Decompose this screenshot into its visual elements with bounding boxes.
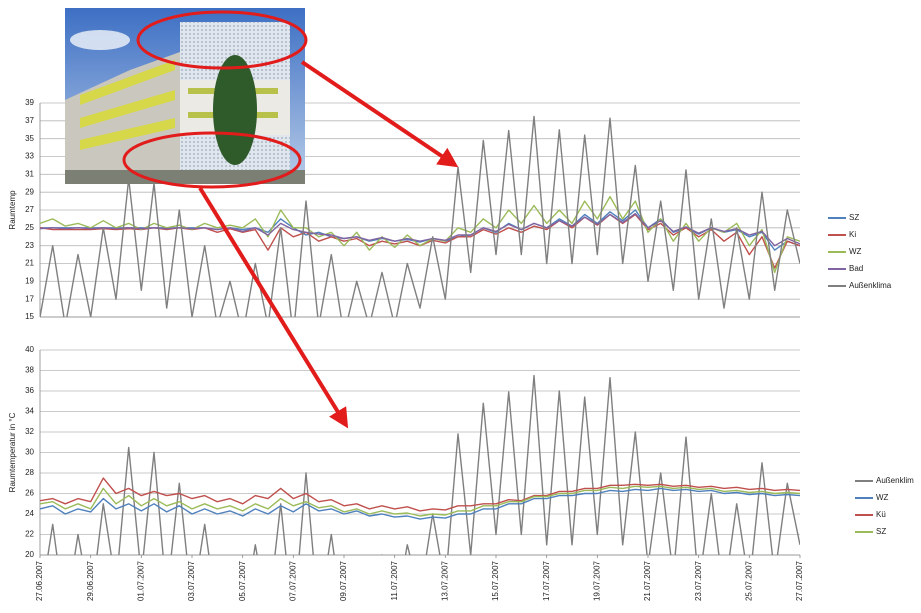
y-tick-label: 40: [25, 345, 34, 354]
y-tick-label: 17: [25, 294, 34, 303]
x-tick-label: 19.07.2007: [592, 560, 601, 601]
legend-label: SZ: [849, 213, 859, 222]
x-tick-label: 17.07.2007: [542, 560, 551, 601]
y-tick-label: 28: [25, 468, 34, 477]
x-tick-label: 07.07.2007: [288, 560, 297, 601]
x-tick-label: 01.07.2007: [136, 560, 145, 601]
y-tick-label: 35: [25, 134, 34, 143]
y-tick-label: 22: [25, 530, 34, 539]
x-tick-label: 27.07.2007: [795, 560, 804, 601]
legend-label: Außenklima: [849, 281, 892, 290]
y-tick-label: 36: [25, 386, 34, 395]
y-tick-label: 20: [25, 550, 34, 559]
y-tick-label: 30: [25, 448, 34, 457]
legend-label: Kü: [876, 510, 886, 519]
x-tick-label: 03.07.2007: [187, 560, 196, 601]
y-tick-label: 29: [25, 187, 34, 196]
series-line: [40, 488, 800, 519]
y-tick-label: 15: [25, 312, 34, 321]
y-tick-label: 33: [25, 152, 34, 161]
x-tick-label: 29.06.2007: [86, 560, 95, 601]
legend-label: WZ: [876, 493, 889, 502]
y-tick-label: 38: [25, 366, 34, 375]
x-tick-label: 27.06.2007: [35, 560, 44, 601]
y-tick-label: 39: [25, 98, 34, 107]
y-tick-label: 32: [25, 427, 34, 436]
y-axis-label: Raumtemp: [8, 190, 17, 230]
y-tick-label: 21: [25, 259, 34, 268]
legend-label: SZ: [876, 527, 886, 536]
x-tick-label: 05.07.2007: [238, 560, 247, 601]
page: {"chart_data": [ {"type": "line", "ylabe…: [0, 0, 921, 613]
figure: 15 17 19 21 23 25 27 29 31 33 35 37 39 Raumtemp SZ Ki WZ…: [0, 0, 921, 613]
x-tick-label: 25.07.2007: [744, 560, 753, 601]
y-tick-label: 26: [25, 489, 34, 498]
y-tick-label: 27: [25, 205, 34, 214]
series-line: [40, 478, 800, 511]
y-tick-label: 23: [25, 241, 34, 250]
building-photo: [65, 8, 455, 425]
chart: 20 22 24 26 28 30 32 34 36 38 40 Raumtemperatur in …: [8, 345, 914, 613]
y-tick-label: 25: [25, 223, 34, 232]
x-tick-label: 23.07.2007: [694, 560, 703, 601]
legend-label: Ki: [849, 230, 856, 239]
y-tick-label: 19: [25, 276, 34, 285]
y-tick-label: 24: [25, 509, 34, 518]
x-tick-label: 21.07.2007: [643, 560, 652, 601]
legend-label: Außenklim: [876, 476, 914, 485]
y-tick-label: 37: [25, 116, 34, 125]
legend-label: Bad: [849, 264, 863, 273]
legend-label: WZ: [849, 247, 862, 256]
y-axis-label: Raumtemperatur in °C: [8, 412, 17, 492]
x-tick-label: 15.07.2007: [491, 560, 500, 601]
x-tick-label: 09.07.2007: [339, 560, 348, 601]
y-tick-label: 34: [25, 407, 34, 416]
x-tick-label: 13.07.2007: [440, 560, 449, 601]
y-tick-label: 31: [25, 169, 34, 178]
x-tick-label: 11.07.2007: [390, 560, 399, 600]
series-line: [40, 210, 800, 250]
series-line: [40, 197, 800, 273]
series-line: [40, 214, 800, 246]
